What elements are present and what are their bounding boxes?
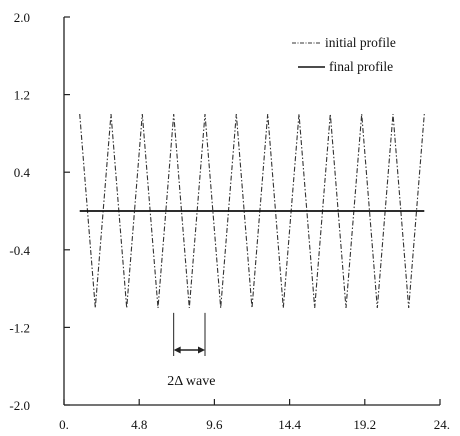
- series-layer: [79, 113, 425, 309]
- x-tick-label: 19.2: [353, 417, 376, 432]
- legend: initial profile final profile: [292, 35, 396, 74]
- x-tick-label: 14.4: [278, 417, 301, 432]
- x-tick-label: 4.8: [131, 417, 147, 432]
- annotation-label: 2Δ wave: [167, 374, 215, 389]
- y-tick-label: -0.4: [9, 243, 30, 258]
- annotation: 2Δ wave: [167, 312, 215, 389]
- axes: [63, 16, 441, 406]
- annotation-arrow-left: [173, 346, 181, 354]
- annotation-arrow-right: [198, 346, 205, 354]
- y-tick-label: 0.4: [14, 165, 31, 180]
- y-tick-label: 2.0: [14, 10, 30, 25]
- x-tick-label: 0.: [59, 417, 69, 432]
- y-tick-label: -1.2: [9, 320, 30, 335]
- y-tick-label: -2.0: [9, 398, 30, 413]
- y-tick-label: 1.2: [14, 88, 30, 103]
- legend-label: initial profile: [325, 35, 396, 50]
- x-tick-label: 9.6: [206, 417, 223, 432]
- y-tick-labels: 2.0 1.2 0.4 -0.4 -1.2 -2.0: [9, 10, 30, 413]
- x-tick-labels: 0. 4.8 9.6 14.4 19.2 24.: [59, 417, 450, 432]
- x-tick-label: 24.: [434, 417, 450, 432]
- legend-label: final profile: [329, 59, 393, 74]
